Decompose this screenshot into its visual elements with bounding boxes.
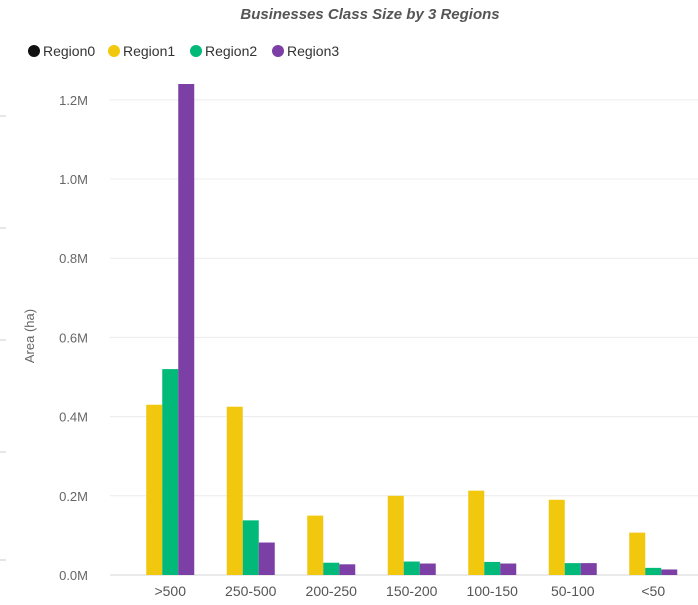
y-tick-label: 0.4M <box>59 410 88 425</box>
bar-region3-4[interactable] <box>500 563 517 575</box>
bar-region2-1[interactable] <box>242 520 259 575</box>
y-tick-label: 0.8M <box>59 251 88 266</box>
bar-region1-3[interactable] <box>387 495 404 575</box>
bar-region3-1[interactable] <box>258 542 275 575</box>
legend-marker-region0[interactable] <box>28 45 40 57</box>
legend-label-region3[interactable]: Region3 <box>287 43 339 59</box>
x-axis-ticks: >500 250-500 200-250 150-200 100-150 50-100 <5… <box>154 583 665 599</box>
bar-region2-5[interactable] <box>564 563 581 575</box>
legend: Region0 Region1 Region2 Region3 <box>28 43 339 59</box>
bar-region2-0[interactable] <box>162 369 179 575</box>
legend-label-region0[interactable]: Region0 <box>43 43 95 59</box>
legend-marker-region1[interactable] <box>108 45 120 57</box>
bar-region1-4[interactable] <box>468 490 485 575</box>
bar-region1-2[interactable] <box>307 515 324 575</box>
legend-marker-region2[interactable] <box>190 45 202 57</box>
bar-region3-5[interactable] <box>580 563 597 575</box>
y-tick-label: 1.2M <box>59 93 88 108</box>
y-axis-label: Area (ha) <box>22 309 37 363</box>
bar-region1-6[interactable] <box>629 532 646 575</box>
chart-title: Businesses Class Size by 3 Regions <box>240 6 499 23</box>
legend-label-region2[interactable]: Region2 <box>205 43 257 59</box>
bar-region3-3[interactable] <box>419 563 436 575</box>
bar-region1-1[interactable] <box>226 406 243 575</box>
bar-region2-3[interactable] <box>403 561 420 575</box>
bar-region3-0[interactable] <box>178 84 195 575</box>
bars <box>146 84 678 575</box>
bar-region1-5[interactable] <box>548 499 565 575</box>
y-tick-label: 1.0M <box>59 172 88 187</box>
x-tick-label: >500 <box>154 583 186 599</box>
y-axis-ticks: 0.0M 0.2M 0.4M 0.6M 0.8M 1.0M 1.2M <box>59 93 88 583</box>
x-tick-label: 100-150 <box>467 583 519 599</box>
legend-label-region1[interactable]: Region1 <box>123 43 175 59</box>
x-tick-label: 200-250 <box>306 583 358 599</box>
bar-region3-2[interactable] <box>339 564 356 575</box>
legend-marker-region3[interactable] <box>272 45 284 57</box>
x-tick-label: 250-500 <box>225 583 277 599</box>
bar-region2-4[interactable] <box>484 561 501 575</box>
gridlines <box>0 99 698 576</box>
bar-region1-0[interactable] <box>146 404 163 575</box>
y-tick-label: 0.0M <box>59 568 88 583</box>
x-tick-label: 50-100 <box>551 583 595 599</box>
bar-region3-6[interactable] <box>661 569 678 575</box>
y-tick-label: 0.6M <box>59 330 88 345</box>
x-tick-label: <50 <box>641 583 665 599</box>
bar-region2-2[interactable] <box>323 562 340 575</box>
y-tick-label: 0.2M <box>59 489 88 504</box>
x-tick-label: 150-200 <box>386 583 438 599</box>
bar-region2-6[interactable] <box>645 567 662 575</box>
